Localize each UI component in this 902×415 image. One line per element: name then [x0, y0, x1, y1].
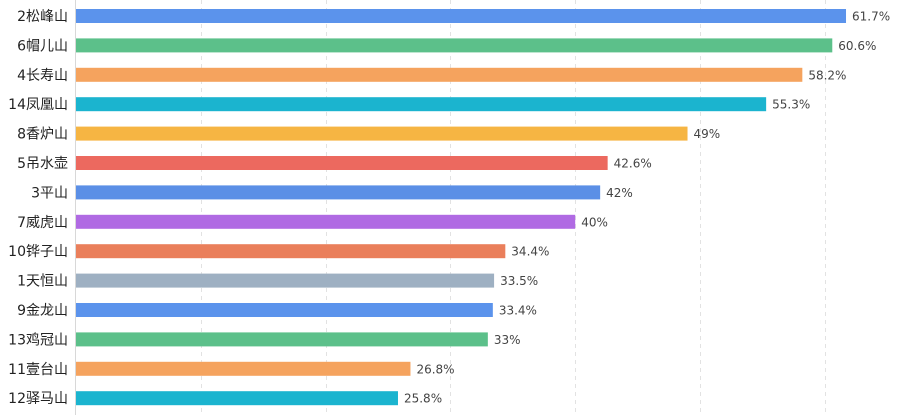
value-label: 61.7%	[852, 10, 890, 24]
category-label: 11壹台山	[8, 362, 68, 378]
category-label: 12驿马山	[8, 391, 68, 407]
bar	[76, 38, 833, 53]
value-label: 26.8%	[416, 362, 454, 376]
bar	[76, 391, 398, 406]
value-label: 49%	[694, 127, 721, 141]
value-label: 60.6%	[838, 39, 876, 53]
value-label: 55.3%	[772, 98, 810, 112]
category-label: 4长寿山	[17, 67, 68, 84]
bar	[76, 156, 608, 170]
value-label: 33.5%	[500, 274, 538, 288]
category-label: 6帽儿山	[17, 38, 68, 54]
bar	[76, 97, 767, 112]
category-label: 2松峰山	[17, 9, 68, 25]
category-label: 9金龙山	[17, 303, 68, 319]
value-label: 40%	[581, 215, 608, 229]
category-label: 3平山	[31, 185, 68, 201]
value-label: 34.4%	[511, 245, 549, 259]
value-label: 25.8%	[404, 392, 442, 406]
bar	[76, 67, 803, 82]
bar	[76, 126, 688, 141]
category-label: 1天恒山	[17, 274, 68, 290]
bar	[76, 361, 411, 376]
value-label: 42%	[606, 186, 633, 200]
category-label: 10铧子山	[8, 244, 68, 260]
value-label: 42.6%	[614, 157, 652, 171]
value-label: 33%	[494, 333, 521, 347]
bar	[76, 303, 493, 317]
label-layer: 2松峰山 61.7% 6帽儿山 60.6% 4长寿山 58.2% 14凤凰山 55.3% 8香炉…	[8, 9, 890, 407]
bar	[76, 9, 847, 23]
bar-layer	[76, 9, 847, 406]
category-label: 5吊水壶	[17, 156, 68, 172]
category-label: 14凤凰山	[8, 97, 68, 113]
bar	[76, 214, 576, 229]
bar	[76, 332, 488, 347]
category-label: 7威虎山	[17, 215, 68, 231]
bar	[76, 244, 506, 259]
grid-layer	[75, 0, 826, 415]
bar	[76, 273, 495, 288]
category-label: 8香炉山	[17, 127, 68, 143]
value-label: 58.2%	[808, 68, 846, 82]
value-label: 33.4%	[499, 304, 537, 318]
bar	[76, 185, 601, 200]
category-label: 13鸡冠山	[8, 331, 68, 348]
